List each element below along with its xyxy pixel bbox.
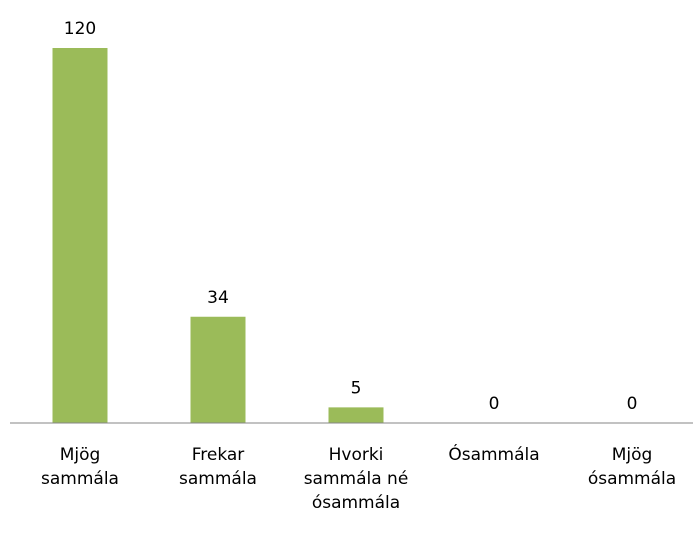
bar (328, 407, 384, 423)
x-tick-label: Hvorki sammála né ósammála (303, 445, 409, 513)
bar (190, 316, 246, 423)
x-tick-label: Mjög sammála (41, 445, 119, 489)
data-label: 120 (64, 19, 96, 39)
data-label: 0 (489, 394, 500, 414)
data-label: 5 (351, 378, 362, 398)
data-label: 34 (207, 288, 229, 308)
x-tick-label: Frekar sammála (179, 445, 257, 489)
bar (52, 48, 108, 423)
x-tick-label: Mjög ósammála (587, 445, 677, 489)
x-tick-label: Ósammála (448, 445, 540, 465)
data-label: 0 (627, 394, 638, 414)
